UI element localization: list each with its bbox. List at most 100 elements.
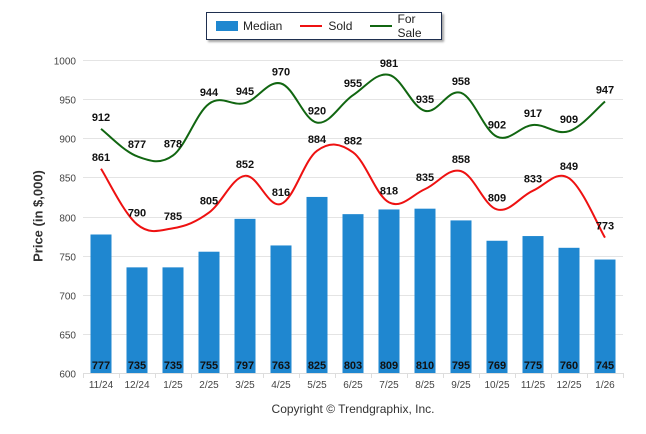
y-tick-label: 600 (59, 370, 76, 381)
x-tick-label: 6/25 (343, 380, 363, 391)
legend-item-median[interactable]: Median (216, 19, 282, 33)
point-label-sold: 809 (488, 192, 506, 204)
bar (522, 236, 544, 373)
bar-label: 735 (164, 360, 182, 372)
bar-label: 745 (596, 360, 614, 372)
bar (270, 245, 292, 373)
point-label-for-sale: 909 (560, 114, 578, 126)
x-tick-label: 12/25 (556, 380, 581, 391)
point-label-sold: 861 (92, 152, 110, 164)
point-label-for-sale: 958 (452, 76, 470, 88)
point-label-sold: 785 (164, 211, 182, 223)
bar (306, 196, 328, 373)
bar (198, 251, 220, 373)
legend-swatch-median (216, 21, 238, 31)
bar (414, 208, 436, 373)
bar-label: 803 (344, 360, 362, 372)
x-tick-label: 4/25 (271, 380, 291, 391)
bar-label: 763 (272, 360, 290, 372)
legend-swatch-sold (300, 25, 323, 27)
bar (558, 247, 580, 373)
x-tick-label: 12/24 (124, 380, 149, 391)
x-axis-ticks: 11/24 12/24 1/25 2/25 3/25 4/25 5/25 6/25 7/25 8/… (83, 373, 624, 391)
x-tick-label: 1/26 (595, 380, 615, 391)
point-label-for-sale: 935 (416, 94, 434, 106)
y-tick-label: 900 (59, 135, 76, 146)
y-tick-label: 700 (59, 292, 76, 303)
bar (126, 267, 148, 373)
bar-label: 810 (416, 360, 434, 372)
point-label-sold: 790 (128, 207, 146, 219)
x-tick-label: 10/25 (484, 380, 509, 391)
point-label-sold: 835 (416, 172, 434, 184)
bar-label: 777 (92, 360, 110, 372)
bar-label: 775 (524, 360, 542, 372)
point-label-sold: 816 (272, 187, 290, 199)
line-for-sale (100, 73, 606, 163)
bar-label: 769 (488, 360, 506, 372)
bar-label: 760 (560, 360, 578, 372)
copyright: Copyright © Trendgraphix, Inc. (271, 402, 435, 416)
point-label-for-sale: 944 (200, 87, 219, 99)
bar (486, 240, 508, 373)
legend-item-sold[interactable]: Sold (296, 19, 352, 33)
y-axis-label: Price (in $,000) (30, 170, 46, 262)
bar (162, 267, 184, 373)
point-label-for-sale: 878 (164, 138, 182, 150)
bar (450, 220, 472, 373)
point-label-for-sale: 955 (344, 78, 362, 90)
bar-label: 735 (128, 360, 146, 372)
x-tick-label: 7/25 (379, 380, 399, 391)
legend-label-median: Median (243, 19, 283, 33)
point-label-for-sale: 970 (272, 66, 290, 78)
legend-label-for-sale: For Sale (397, 12, 422, 40)
legend-item-for-sale[interactable]: For Sale (366, 12, 441, 40)
x-tick-label: 11/25 (521, 380, 546, 391)
line-sold (100, 143, 606, 239)
point-label-for-sale: 917 (524, 108, 542, 120)
point-label-for-sale: 902 (488, 120, 506, 132)
point-label-sold: 858 (452, 154, 470, 166)
point-label-sold: 833 (524, 174, 542, 186)
x-tick-label: 1/25 (163, 380, 183, 391)
bar-labels: 777 735 735 755 797 763 825 803 809 810 795 769 775 7… (92, 360, 614, 372)
bar (594, 259, 616, 373)
point-label-sold: 773 (596, 221, 614, 233)
legend-swatch-for-sale (370, 25, 392, 27)
bar-label: 795 (452, 360, 470, 372)
lines (100, 73, 606, 239)
y-tick-label: 850 (59, 174, 76, 185)
bars-median (90, 196, 616, 373)
x-tick-label: 5/25 (307, 380, 327, 391)
point-label-for-sale: 912 (92, 112, 110, 124)
legend: Median Sold For Sale (206, 12, 442, 40)
bar (90, 234, 112, 373)
bar-label: 755 (200, 360, 218, 372)
legend-label-sold: Sold (328, 19, 353, 33)
y-tick-label: 800 (59, 214, 76, 225)
bar-label: 809 (380, 360, 398, 372)
point-label-sold: 849 (560, 161, 578, 173)
bar (342, 214, 364, 373)
point-label-sold: 852 (236, 159, 254, 171)
point-label-sold: 884 (308, 134, 327, 146)
y-tick-label: 650 (59, 331, 76, 342)
y-tick-label: 1000 (54, 57, 77, 68)
y-tick-label: 750 (59, 253, 76, 264)
point-label-for-sale: 877 (128, 139, 146, 151)
bar-label: 825 (308, 360, 326, 372)
bar (234, 218, 256, 373)
x-tick-label: 8/25 (415, 380, 435, 391)
point-label-sold: 882 (344, 135, 362, 147)
point-label-for-sale: 945 (236, 86, 254, 98)
y-tick-label: 950 (59, 96, 76, 107)
point-label-for-sale: 947 (596, 84, 614, 96)
x-tick-label: 9/25 (451, 380, 471, 391)
y-axis-ticks: 600 650 700 750 800 850 900 950 1000 (54, 57, 77, 381)
x-tick-label: 3/25 (235, 380, 255, 391)
bar-label: 797 (236, 360, 254, 372)
x-tick-label: 2/25 (199, 380, 219, 391)
line-labels: 861 790 785 805 852 816 884 882 818 835 858 809 833 8… (92, 58, 614, 233)
point-label-for-sale: 920 (308, 106, 326, 118)
